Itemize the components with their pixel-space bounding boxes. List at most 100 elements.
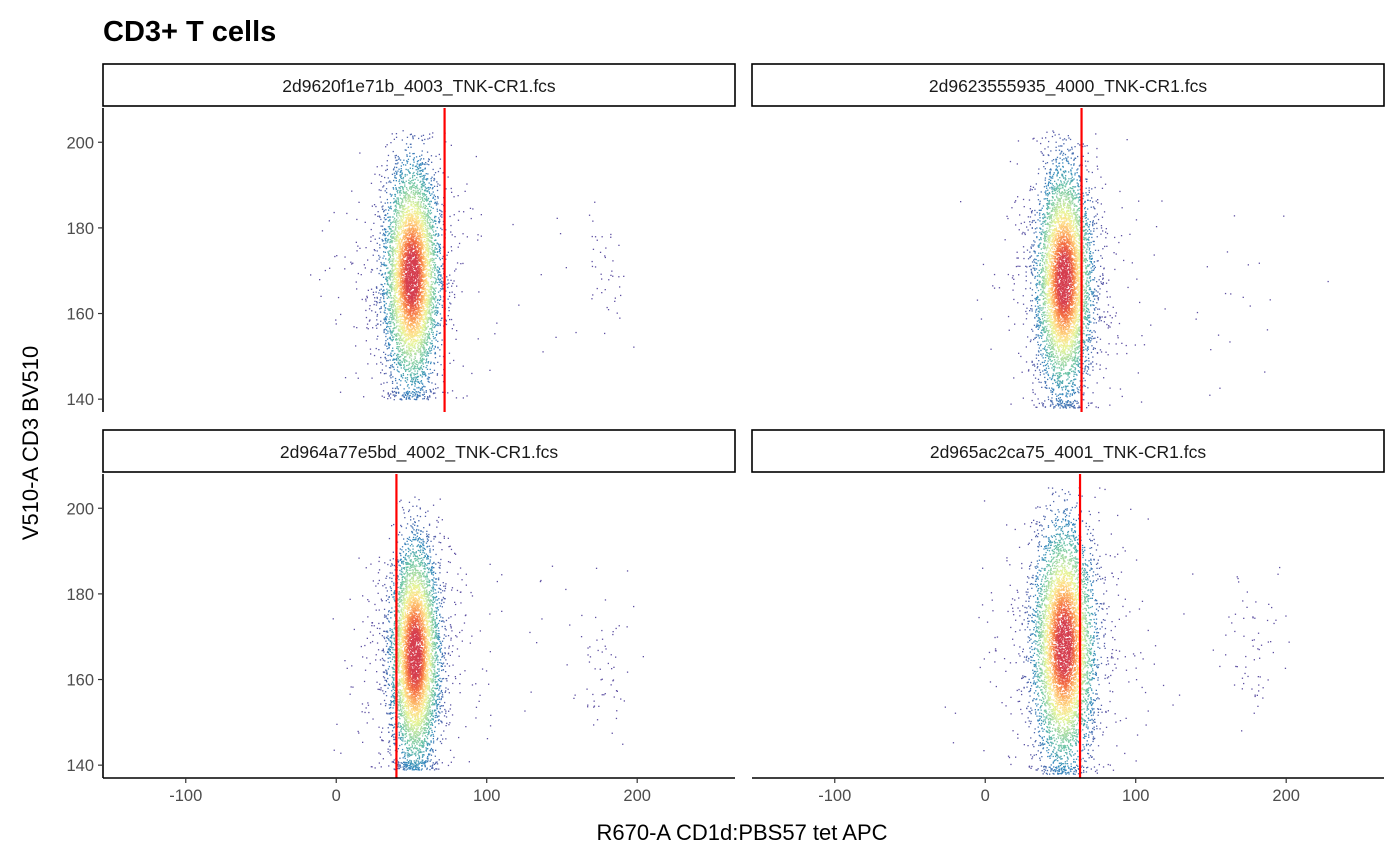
data-point bbox=[417, 364, 418, 365]
data-point bbox=[412, 168, 413, 169]
data-point bbox=[615, 298, 616, 299]
data-point bbox=[381, 176, 382, 177]
data-point bbox=[377, 268, 378, 269]
data-point bbox=[364, 264, 365, 265]
data-point bbox=[427, 353, 428, 354]
data-point bbox=[439, 219, 440, 220]
data-point bbox=[438, 275, 439, 276]
data-point bbox=[405, 174, 406, 175]
data-point bbox=[633, 347, 634, 348]
data-point bbox=[601, 278, 602, 279]
data-point bbox=[386, 329, 387, 330]
data-point bbox=[413, 379, 414, 380]
data-point bbox=[392, 133, 393, 134]
data-point bbox=[418, 168, 419, 169]
data-point bbox=[414, 392, 415, 393]
data-point bbox=[350, 262, 351, 263]
data-point bbox=[438, 197, 439, 198]
data-point bbox=[396, 359, 397, 360]
data-point bbox=[437, 236, 438, 237]
data-point bbox=[387, 199, 388, 200]
data-point bbox=[382, 273, 383, 274]
data-point bbox=[388, 210, 389, 211]
data-point bbox=[426, 392, 427, 393]
data-point bbox=[438, 217, 439, 218]
data-point bbox=[447, 392, 448, 393]
data-point bbox=[399, 379, 400, 380]
data-point bbox=[387, 235, 388, 236]
data-point bbox=[390, 333, 391, 334]
data-point bbox=[413, 389, 414, 390]
data-point bbox=[426, 188, 427, 189]
data-point bbox=[449, 363, 450, 364]
data-point bbox=[439, 154, 440, 155]
data-point bbox=[397, 367, 398, 368]
data-point bbox=[387, 333, 388, 334]
data-point bbox=[442, 392, 443, 393]
data-point bbox=[449, 275, 450, 276]
data-point bbox=[410, 164, 411, 165]
data-point bbox=[425, 356, 426, 357]
data-point bbox=[413, 162, 414, 163]
data-point bbox=[329, 268, 330, 269]
data-point bbox=[387, 241, 388, 242]
data-point bbox=[448, 252, 449, 253]
data-point bbox=[430, 187, 431, 188]
data-point bbox=[406, 143, 407, 144]
strip-label: 2d964a77e5bd_4002_TNK-CR1.fcs bbox=[280, 442, 558, 463]
data-point bbox=[377, 216, 378, 217]
data-point bbox=[593, 249, 594, 250]
data-point bbox=[372, 235, 373, 236]
data-point bbox=[382, 234, 383, 235]
data-point bbox=[478, 291, 479, 292]
data-point bbox=[393, 198, 394, 199]
data-point bbox=[405, 394, 406, 395]
data-point bbox=[384, 332, 385, 333]
data-point bbox=[592, 221, 593, 222]
data-point bbox=[437, 325, 438, 326]
data-point bbox=[437, 266, 438, 267]
data-point bbox=[322, 230, 323, 231]
data-point bbox=[422, 194, 423, 195]
data-point bbox=[478, 338, 479, 339]
data-point bbox=[449, 319, 450, 320]
data-point bbox=[415, 179, 416, 180]
data-point bbox=[448, 315, 449, 316]
data-point bbox=[449, 216, 450, 217]
data-point bbox=[385, 203, 386, 204]
data-point bbox=[397, 344, 398, 345]
data-point bbox=[356, 250, 357, 251]
data-point bbox=[430, 201, 431, 202]
data-point bbox=[395, 163, 396, 164]
data-point bbox=[396, 137, 397, 138]
data-point bbox=[413, 373, 414, 374]
data-point bbox=[398, 197, 399, 198]
data-point bbox=[388, 326, 389, 327]
data-point bbox=[430, 362, 431, 363]
data-point bbox=[414, 365, 415, 366]
data-point bbox=[403, 181, 404, 182]
data-point bbox=[336, 323, 337, 324]
data-point bbox=[385, 317, 386, 318]
data-point bbox=[417, 367, 418, 368]
data-point bbox=[382, 364, 383, 365]
data-point bbox=[385, 272, 386, 273]
data-point bbox=[415, 394, 416, 395]
data-point bbox=[423, 143, 424, 144]
data-point bbox=[448, 299, 449, 300]
data-point bbox=[411, 372, 412, 373]
data-point bbox=[385, 229, 386, 230]
data-point bbox=[437, 209, 438, 210]
data-point bbox=[436, 312, 437, 313]
data-point bbox=[608, 279, 609, 280]
data-point bbox=[402, 377, 403, 378]
data-point bbox=[367, 324, 368, 325]
data-point bbox=[432, 346, 433, 347]
data-point bbox=[428, 361, 429, 362]
data-point bbox=[439, 268, 440, 269]
data-point bbox=[432, 323, 433, 324]
data-point bbox=[401, 361, 402, 362]
data-point bbox=[319, 279, 320, 280]
data-point bbox=[388, 355, 389, 356]
data-point bbox=[391, 319, 392, 320]
